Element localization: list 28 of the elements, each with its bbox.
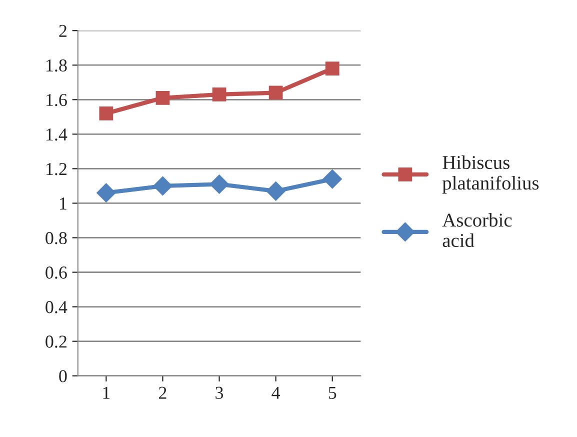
x-tick-label: 5	[328, 386, 336, 399]
point	[96, 183, 116, 202]
x-tick-label: 1	[103, 386, 110, 399]
y-tick-label: 0.6	[46, 266, 67, 279]
point	[156, 90, 170, 105]
x-tick-label: 3	[216, 386, 224, 399]
point	[322, 170, 342, 189]
point	[153, 176, 172, 196]
x-tick-label: 4	[272, 386, 280, 399]
legend-label: Hibiscus platanifolius	[442, 155, 539, 194]
y-tick-label: 1.4	[46, 128, 68, 141]
y-tick-label: 2	[59, 24, 66, 37]
y-tick-label: 1.8	[46, 59, 67, 72]
point	[99, 106, 114, 120]
point	[212, 88, 226, 102]
y-tick-label: 1.6	[46, 94, 67, 106]
legend-label: Ascorbic acid	[442, 213, 512, 248]
y-tick-label: 1	[60, 198, 66, 210]
point	[268, 86, 283, 100]
point	[266, 182, 286, 201]
y-tick-label: 0	[59, 370, 67, 382]
point	[210, 174, 229, 194]
y-tick-label: 1.2	[46, 162, 66, 176]
point	[325, 62, 340, 76]
y-tick-label: 0.8	[46, 232, 67, 244]
y-tick-label: 0.2	[46, 336, 66, 348]
y-tick-label: 0.4	[46, 301, 68, 314]
x-tick-label: 2	[158, 386, 166, 399]
